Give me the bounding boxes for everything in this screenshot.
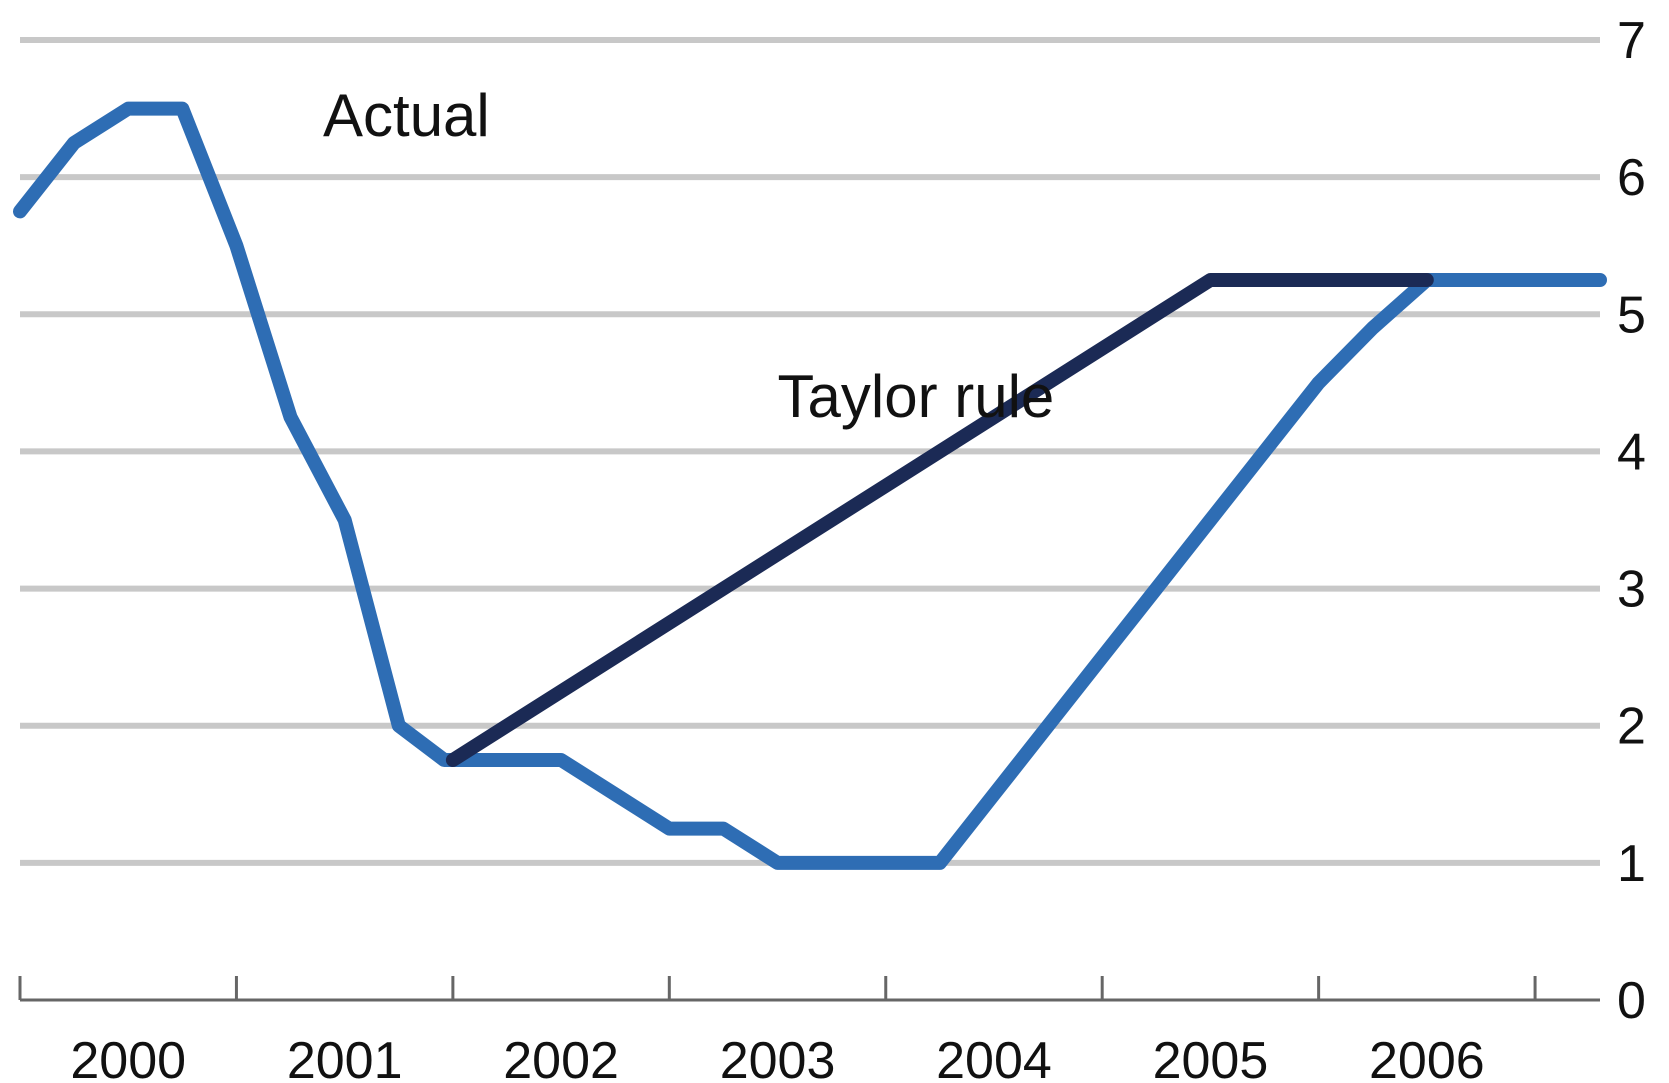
annotations: Actual Taylor rule [323, 82, 1054, 430]
series-line-taylor-rule [445, 273, 1434, 767]
annotation-actual: Actual [323, 82, 490, 149]
y-tick-label-1: 1 [1617, 835, 1646, 893]
x-tick-label-2004: 2004 [936, 1032, 1052, 1083]
x-tick-label-2005: 2005 [1153, 1032, 1269, 1083]
x-axis: 2000 2001 2002 2003 2004 2005 2006 [18, 976, 1600, 1083]
y-tick-label-6: 6 [1617, 149, 1646, 207]
y-tick-label-2: 2 [1617, 698, 1646, 756]
grid [20, 37, 1600, 866]
annotation-taylor-rule: Taylor rule [778, 363, 1055, 430]
y-tick-label-0: 0 [1617, 972, 1646, 1030]
x-tick-label-2000: 2000 [70, 1032, 186, 1083]
x-tick-label-2001: 2001 [287, 1032, 403, 1083]
series-line-actual [13, 101, 1607, 870]
y-axis-labels: 0 1 2 3 4 5 6 7 [1617, 12, 1646, 1030]
y-tick-label-3: 3 [1617, 561, 1646, 619]
series-group [13, 101, 1607, 870]
y-tick-label-5: 5 [1617, 286, 1646, 344]
y-tick-label-7: 7 [1617, 12, 1646, 70]
x-tick-label-2002: 2002 [503, 1032, 619, 1083]
x-tick-label-2003: 2003 [720, 1032, 836, 1083]
x-tick-label-2006: 2006 [1369, 1032, 1485, 1083]
y-tick-label-4: 4 [1617, 423, 1646, 481]
